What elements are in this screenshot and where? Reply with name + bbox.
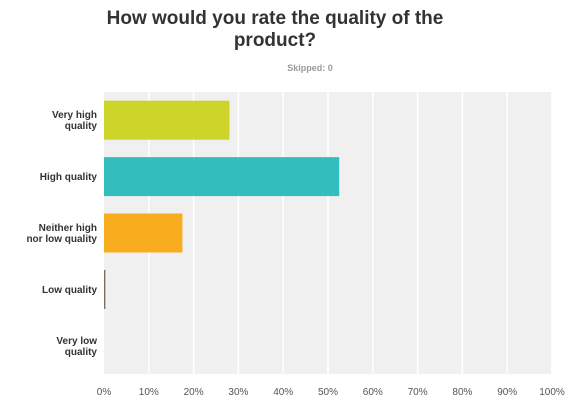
bar bbox=[104, 100, 230, 140]
skipped-count: Skipped: 0 bbox=[287, 63, 333, 73]
x-tick-label: 80% bbox=[452, 387, 472, 398]
x-tick-label: 70% bbox=[408, 387, 428, 398]
category-label: Low quality bbox=[42, 285, 97, 296]
category-label: Very low quality bbox=[56, 336, 97, 358]
category-label: Very high quality bbox=[52, 110, 97, 132]
bar bbox=[104, 213, 183, 253]
chart-title: How would you rate the quality of the pr… bbox=[106, 8, 444, 51]
x-tick-label: 90% bbox=[497, 387, 517, 398]
x-tick-label: 100% bbox=[539, 387, 565, 398]
bar bbox=[104, 269, 106, 309]
x-tick-label: 50% bbox=[318, 387, 338, 398]
bar bbox=[104, 157, 340, 197]
category-label: Neither high nor low quality bbox=[26, 223, 97, 245]
category-label: High quality bbox=[40, 172, 98, 183]
x-tick-label: 40% bbox=[273, 387, 293, 398]
x-tick-label: 60% bbox=[363, 387, 383, 398]
x-tick-label: 0% bbox=[97, 387, 112, 398]
x-tick-label: 10% bbox=[139, 387, 159, 398]
x-tick-label: 30% bbox=[228, 387, 248, 398]
x-tick-label: 20% bbox=[184, 387, 204, 398]
